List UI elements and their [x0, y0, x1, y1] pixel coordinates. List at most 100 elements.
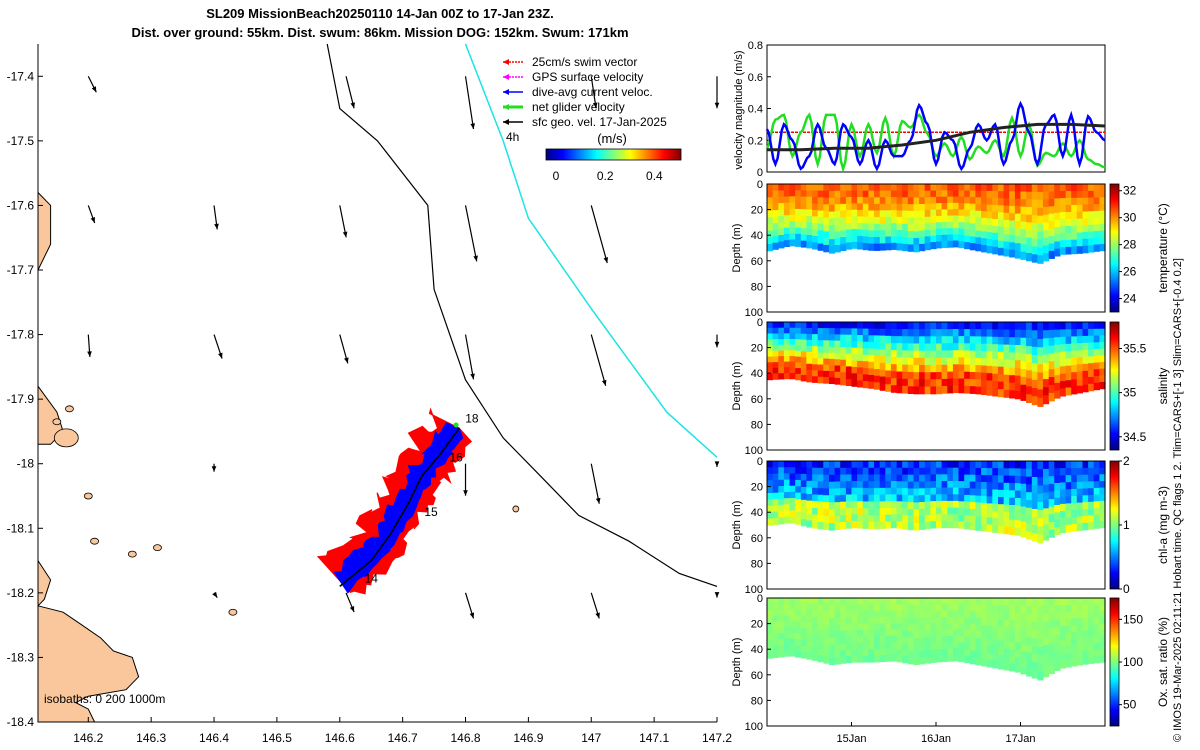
section-cell — [1093, 630, 1100, 638]
section-cell — [902, 617, 909, 625]
section-cell — [1003, 519, 1010, 527]
section-cell — [795, 505, 802, 513]
section-cell — [800, 499, 807, 507]
section-cell — [930, 507, 937, 516]
section-cell — [958, 350, 965, 358]
section-cell — [1003, 511, 1010, 520]
section-cell — [868, 230, 875, 238]
section-cell — [1071, 379, 1078, 388]
section-cell — [829, 225, 836, 233]
section-cell — [812, 654, 819, 661]
section-cell — [1037, 223, 1044, 233]
section-cell — [1059, 461, 1067, 469]
section-cell — [958, 629, 965, 637]
section-cell — [1059, 496, 1067, 505]
section-cell — [1099, 184, 1106, 192]
section-cell — [840, 340, 847, 348]
section-cell — [1076, 378, 1083, 387]
section-cell — [1099, 623, 1106, 631]
section-cell — [1082, 502, 1089, 510]
section-cell — [1043, 362, 1050, 372]
section-cell — [857, 514, 864, 522]
section-colorbar — [1109, 460, 1120, 590]
section-cell — [981, 638, 988, 646]
section-cell — [1009, 329, 1016, 338]
section-cell — [992, 618, 999, 627]
section-cell — [992, 366, 999, 375]
section-cell — [1054, 212, 1061, 221]
section-cell — [868, 184, 875, 192]
section-cell — [806, 203, 813, 211]
section-cell — [1009, 627, 1016, 636]
section-cell — [902, 336, 909, 344]
section-cell — [958, 514, 965, 522]
section-cell — [778, 486, 785, 493]
section-cell — [919, 474, 926, 483]
section-cell — [1026, 621, 1033, 630]
section-cell — [930, 474, 937, 482]
section-cell — [975, 644, 982, 652]
section-cell — [862, 642, 869, 650]
section-cell — [879, 481, 886, 489]
section-cell — [1020, 666, 1027, 675]
section-cell — [829, 651, 836, 659]
section-cell — [1043, 532, 1050, 541]
section-cell — [1071, 197, 1078, 206]
section-cell — [896, 230, 903, 238]
section-cell — [1014, 352, 1022, 361]
section-cell — [986, 343, 993, 352]
section-cell — [1026, 322, 1033, 331]
section-cell — [834, 644, 841, 652]
section-cell — [840, 359, 847, 367]
section-cell — [812, 635, 819, 643]
section-cell — [1048, 221, 1055, 230]
geo-velocity-vector — [590, 205, 608, 264]
section-cell — [924, 197, 931, 205]
section-cell — [930, 461, 937, 469]
section-cell — [1088, 481, 1095, 489]
section-cell — [767, 356, 774, 363]
section-cell — [1071, 618, 1078, 626]
section-cell — [1065, 387, 1072, 396]
section-cell — [772, 621, 779, 629]
section-cell — [862, 623, 869, 631]
section-cell — [1088, 467, 1095, 476]
section-cell — [789, 327, 796, 334]
section-cell — [812, 641, 819, 649]
island — [53, 428, 79, 448]
section-cell — [1059, 489, 1067, 498]
section-cell — [767, 333, 774, 340]
section-cell — [907, 231, 914, 239]
section-cell — [783, 184, 791, 191]
section-cell — [913, 481, 920, 490]
section-cell — [806, 369, 813, 377]
section-cell — [857, 229, 864, 237]
section-cell — [1076, 197, 1083, 206]
section-cell — [778, 467, 785, 475]
section-cell — [975, 343, 982, 352]
section-cell — [1082, 190, 1089, 199]
section-cell — [862, 610, 869, 618]
section-cell — [936, 610, 943, 618]
section-cell — [868, 481, 875, 489]
section-cell — [936, 215, 943, 223]
section-cell — [800, 369, 807, 376]
section-cell — [1031, 598, 1038, 607]
section-cell — [817, 610, 824, 618]
section-cell — [1048, 522, 1055, 531]
section-y-tick-label: 60 — [751, 670, 763, 682]
section-cell — [947, 635, 954, 643]
section-cell — [919, 230, 926, 238]
section-cell — [845, 487, 853, 496]
section-cell — [907, 386, 914, 394]
velocity-series-dive-avg — [765, 100, 1106, 172]
section-cell — [868, 341, 875, 350]
section-cell — [941, 241, 948, 248]
section-cell — [969, 357, 976, 366]
section-cell — [924, 372, 931, 380]
section-cell — [885, 494, 892, 502]
section-cell — [1088, 624, 1095, 632]
section-cell — [783, 461, 791, 468]
section-cell — [919, 508, 926, 517]
